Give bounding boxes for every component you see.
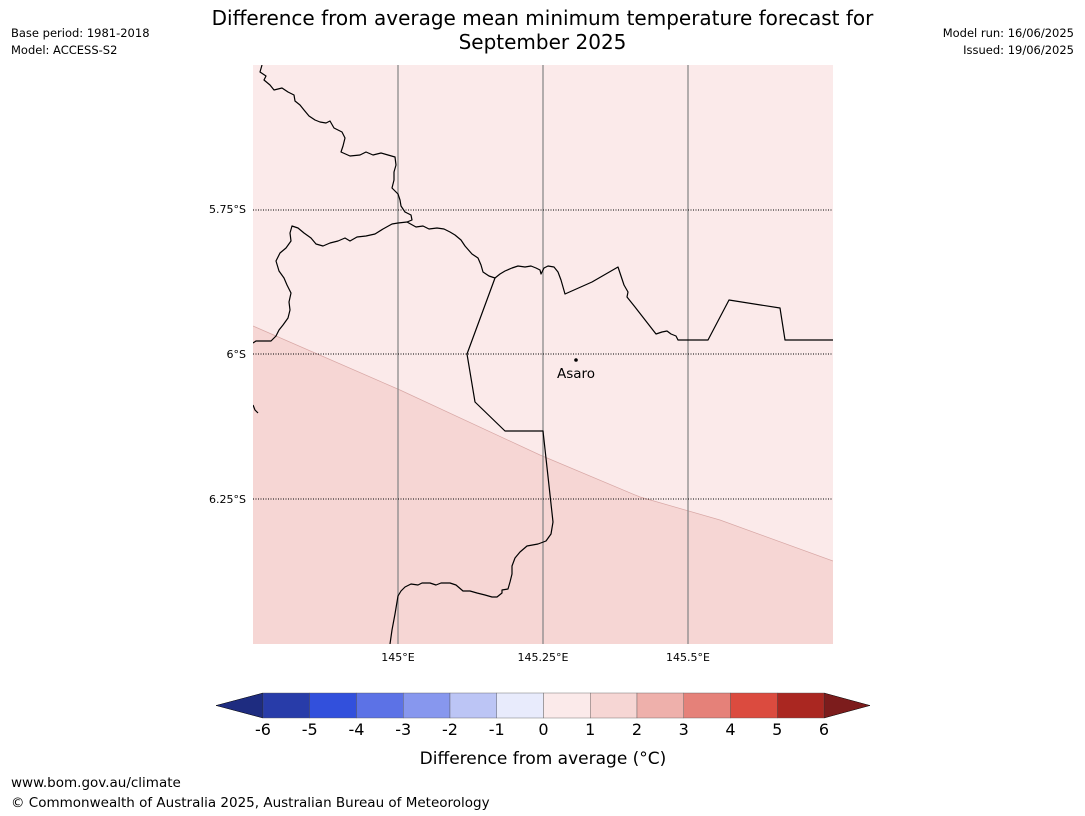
- colorbar-tick-label: -2: [442, 720, 458, 739]
- lat-labels: 5.75°S 6°S 6.25°S: [209, 203, 246, 506]
- colorbar-segment: [449, 692, 497, 719]
- asaro-label: Asaro: [557, 366, 595, 382]
- model-text: Model: ACCESS-S2: [11, 43, 118, 57]
- colorbar-tick-label: 4: [725, 720, 735, 739]
- lat-label-5-75s: 5.75°S: [209, 203, 246, 216]
- colorbar-tick-label: 0: [538, 720, 548, 739]
- issued-text: Issued: 19/06/2025: [963, 43, 1074, 57]
- colorbar-tick-label: 1: [585, 720, 595, 739]
- lon-label-145-5e: 145.5°E: [666, 651, 710, 664]
- lat-label-6s: 6°S: [227, 348, 246, 361]
- colorbar-tick-label: -5: [302, 720, 318, 739]
- colorbar: -6 -5 -4 -3 -2 -1 0 1 2 3 4 5 6 Difference from aver…: [215, 692, 871, 769]
- colorbar-segment: [496, 692, 544, 719]
- colorbar-tick-label: -3: [395, 720, 411, 739]
- forecast-map: Asaro 5.75°S 6°S 6.25°S 145°E 145.25°E 1…: [209, 65, 833, 664]
- map-title: Difference from average mean minimum tem…: [150, 6, 935, 54]
- model-run-text: Model run: 16/06/2025: [942, 26, 1074, 40]
- lat-gridlines: [253, 209, 833, 500]
- asaro-marker: [574, 358, 578, 362]
- lon-label-145-25e: 145.25°E: [518, 651, 569, 664]
- base-period-text: Base period: 1981-2018: [11, 26, 150, 40]
- colorbar-segment: [683, 692, 731, 719]
- lon-labels: 145°E 145.25°E 145.5°E: [381, 651, 710, 664]
- colorbar-segment: [262, 692, 310, 719]
- footer-url[interactable]: www.bom.gov.au/climate: [11, 775, 181, 791]
- colorbar-segment: [636, 692, 684, 719]
- colorbar-tick-label: -4: [349, 720, 365, 739]
- colorbar-segment: [777, 692, 825, 719]
- meta-right: Model run: 16/06/2025 Issued: 19/06/2025: [943, 25, 1074, 59]
- colorbar-segment: [590, 692, 638, 719]
- meta-left: Base period: 1981-2018 Model: ACCESS-S2: [11, 25, 150, 59]
- lat-label-6-25s: 6.25°S: [209, 493, 246, 506]
- colorbar-segment: [356, 692, 404, 719]
- colorbar-extend-low: [215, 692, 264, 719]
- footer-copyright: © Commonwealth of Australia 2025, Austra…: [11, 795, 490, 811]
- title-line-2: September 2025: [458, 30, 627, 54]
- province-borders: [253, 65, 833, 644]
- colorbar-extend-high: [823, 692, 871, 719]
- colorbar-segment: [309, 692, 357, 719]
- title-line-1: Difference from average mean minimum tem…: [211, 6, 874, 30]
- contour-line: [253, 325, 833, 562]
- colorbar-segment: [730, 692, 778, 719]
- lon-label-145e: 145°E: [381, 651, 414, 664]
- colorbar-tick-label: 5: [772, 720, 782, 739]
- colorbar-label: Difference from average (°C): [420, 749, 667, 769]
- colorbar-tick-label: 3: [679, 720, 689, 739]
- colorbar-tick-label: 2: [632, 720, 642, 739]
- colorbar-tick-label: 6: [819, 720, 829, 739]
- colorbar-segment: [403, 692, 451, 719]
- colorbar-tick-label: -1: [489, 720, 505, 739]
- colorbar-segment: [543, 692, 591, 719]
- colorbar-tick-label: -6: [255, 720, 271, 739]
